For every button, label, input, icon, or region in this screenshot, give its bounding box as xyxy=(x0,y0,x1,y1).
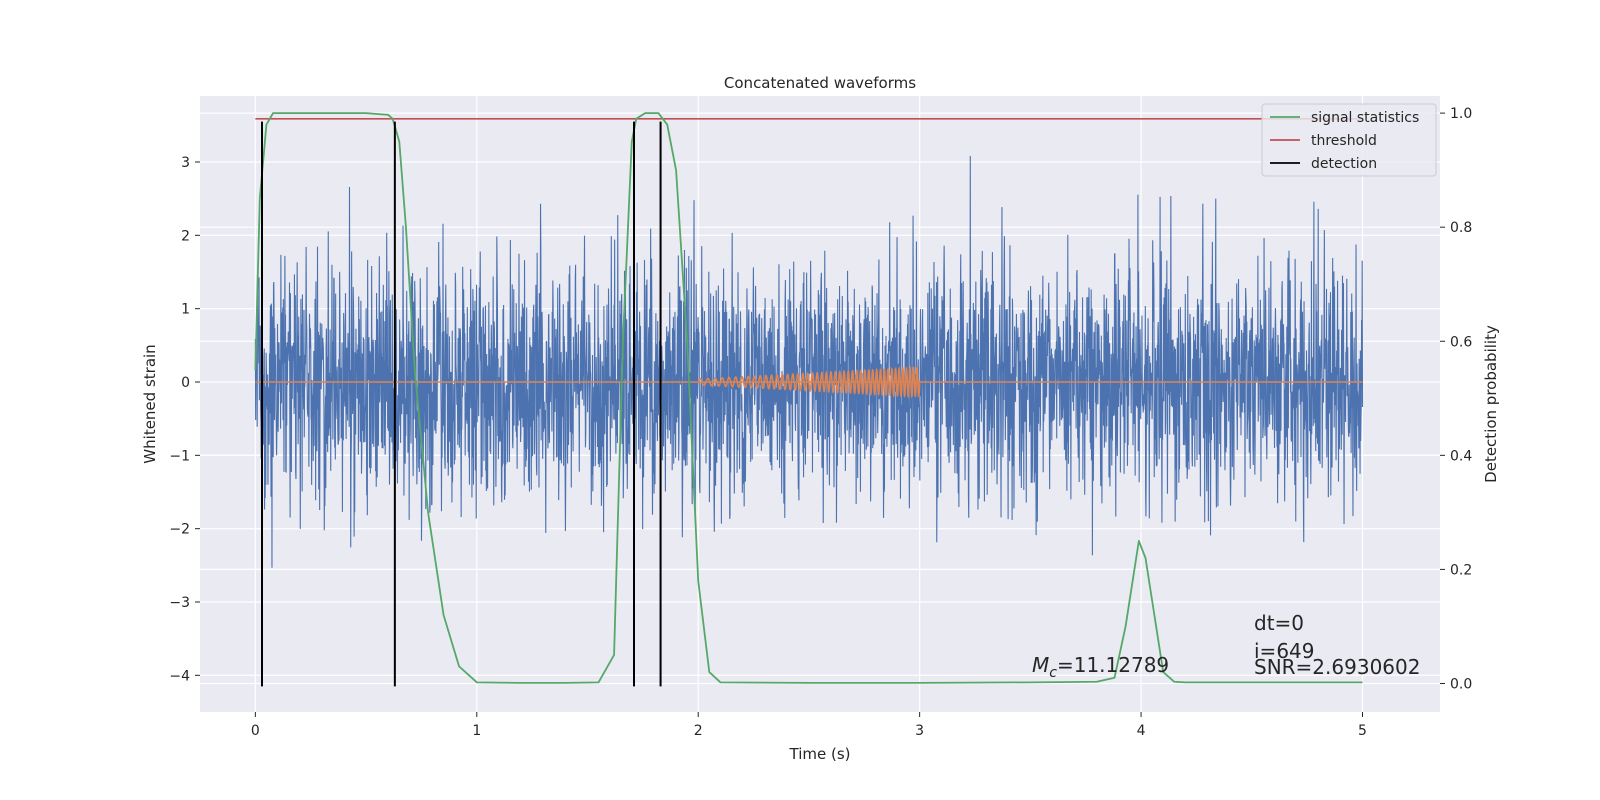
y-tick-label: 0 xyxy=(181,375,190,391)
legend-label-signal-statistics: signal statistics xyxy=(1311,110,1419,126)
y-tick-label: −3 xyxy=(169,595,190,611)
plot-series xyxy=(254,112,1364,687)
y2-tick-label: 0.2 xyxy=(1450,562,1472,578)
y-tick-label: 2 xyxy=(181,228,190,244)
y2-tick-label: 0.0 xyxy=(1450,676,1472,692)
dt-annotation: dt=0 xyxy=(1254,611,1304,635)
y-axis-label: Whitened strain xyxy=(141,344,159,463)
y-tick-label: −4 xyxy=(169,668,190,684)
x-tick-label: 0 xyxy=(251,723,260,739)
chart-title: Concatenated waveforms xyxy=(724,74,916,92)
y2-tick-label: 0.8 xyxy=(1450,220,1472,236)
chirp-mass-subscript: c xyxy=(1049,665,1057,681)
x-tick-label: 4 xyxy=(1137,723,1146,739)
y2-tick-label: 0.4 xyxy=(1450,448,1472,464)
y2-axis-label: Detection probability xyxy=(1482,325,1500,483)
chirp-mass-annotation: Mc=11.12789 xyxy=(1032,653,1169,681)
x-tick-label: 5 xyxy=(1358,723,1367,739)
legend-label-threshold: threshold xyxy=(1311,133,1377,149)
tick-labels: 0 1 2 3 4 5 −4 −3 −2 −1 0 1 2 3 0.0 0.2 0.4 0.6 0.8 1.0 xyxy=(169,106,1472,739)
legend-label-detection: detection xyxy=(1311,156,1377,172)
injected-signal-line xyxy=(697,365,921,399)
x-tick-label: 1 xyxy=(472,723,481,739)
strain-noise-line xyxy=(254,155,1364,568)
x-axis-label: Time (s) xyxy=(789,745,851,763)
x-tick-label: 3 xyxy=(915,723,924,739)
y-tick-label: 3 xyxy=(181,155,190,171)
y-tick-label: 1 xyxy=(181,302,190,318)
index-annotation: i=649 xyxy=(1254,639,1315,663)
chirp-mass-symbol: M xyxy=(1032,653,1049,677)
chirp-mass-value: =11.12789 xyxy=(1057,653,1169,677)
x-tick-label: 2 xyxy=(694,723,703,739)
y2-tick-label: 0.6 xyxy=(1450,334,1472,350)
signal-statistics-line xyxy=(254,112,1363,684)
legend: signal statistics threshold detection xyxy=(1261,103,1437,177)
y-tick-label: −1 xyxy=(169,448,190,464)
legend-box xyxy=(1261,103,1437,177)
snr-annotation: SNR=2.6930602 xyxy=(1254,655,1420,679)
y-tick-label: −2 xyxy=(169,522,190,538)
y2-tick-label: 1.0 xyxy=(1450,106,1472,122)
